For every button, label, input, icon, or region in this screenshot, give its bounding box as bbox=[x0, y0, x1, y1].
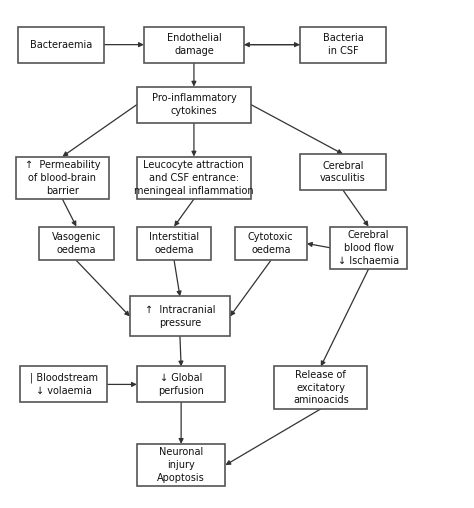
Text: Cerebral
blood flow
↓ Ischaemia: Cerebral blood flow ↓ Ischaemia bbox=[338, 230, 399, 266]
FancyBboxPatch shape bbox=[137, 86, 251, 122]
Text: ↑  Permeability
of blood-brain
barrier: ↑ Permeability of blood-brain barrier bbox=[25, 160, 100, 196]
Text: Neuronal
injury
Apoptosis: Neuronal injury Apoptosis bbox=[157, 448, 205, 483]
FancyBboxPatch shape bbox=[300, 26, 386, 62]
FancyBboxPatch shape bbox=[137, 156, 251, 199]
Text: | Bloodstream
↓ volaemia: | Bloodstream ↓ volaemia bbox=[29, 373, 98, 396]
Text: Release of
excitatory
aminoacids: Release of excitatory aminoacids bbox=[293, 370, 349, 405]
FancyBboxPatch shape bbox=[144, 26, 244, 62]
Text: Bacteria
in CSF: Bacteria in CSF bbox=[323, 33, 363, 56]
FancyBboxPatch shape bbox=[330, 227, 407, 269]
FancyBboxPatch shape bbox=[235, 227, 307, 261]
FancyBboxPatch shape bbox=[20, 366, 107, 402]
Text: ↑  Intracranial
pressure: ↑ Intracranial pressure bbox=[145, 305, 215, 328]
FancyBboxPatch shape bbox=[137, 366, 225, 402]
FancyBboxPatch shape bbox=[300, 154, 386, 190]
Text: Vasogenic
oedema: Vasogenic oedema bbox=[52, 232, 101, 255]
FancyBboxPatch shape bbox=[16, 156, 109, 199]
FancyBboxPatch shape bbox=[137, 444, 225, 486]
FancyBboxPatch shape bbox=[39, 227, 114, 261]
Text: ↓ Global
perfusion: ↓ Global perfusion bbox=[158, 373, 204, 396]
Text: Cytotoxic
oedema: Cytotoxic oedema bbox=[248, 232, 293, 255]
FancyBboxPatch shape bbox=[274, 366, 367, 409]
FancyBboxPatch shape bbox=[130, 297, 230, 336]
FancyBboxPatch shape bbox=[18, 26, 104, 62]
Text: Leucocyte attraction
and CSF entrance:
meningeal inflammation: Leucocyte attraction and CSF entrance: m… bbox=[134, 160, 254, 196]
Text: Interstitial
oedema: Interstitial oedema bbox=[149, 232, 199, 255]
Text: Pro-inflammatory
cytokines: Pro-inflammatory cytokines bbox=[152, 93, 237, 116]
Text: Cerebral
vasculitis: Cerebral vasculitis bbox=[320, 161, 366, 183]
Text: Endothelial
damage: Endothelial damage bbox=[166, 33, 221, 56]
Text: Bacteraemia: Bacteraemia bbox=[30, 40, 92, 50]
FancyBboxPatch shape bbox=[137, 227, 211, 261]
